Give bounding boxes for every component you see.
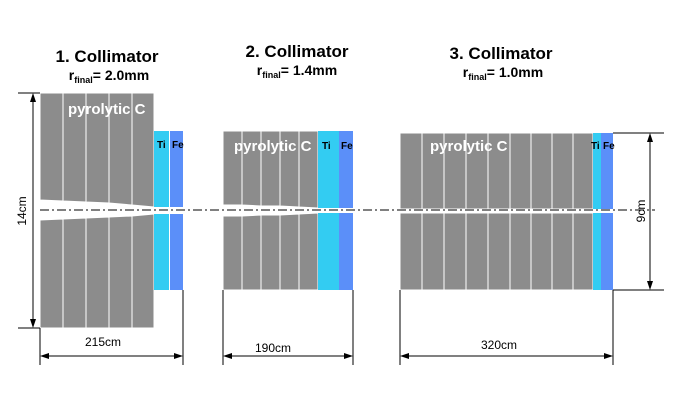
collimator-1-titanium-lower — [154, 214, 169, 290]
collimator-3-fe-label: Fe — [603, 141, 615, 152]
collimator-1-titanium-upper — [154, 131, 169, 207]
collimator-1-radius: rfinal= 2.0mm — [69, 67, 149, 85]
collimator-3-titanium-upper — [593, 133, 601, 209]
collimator-3-titanium-lower — [593, 213, 601, 290]
collimator-2-radius: rfinal= 1.4mm — [257, 62, 337, 80]
length-dimension-3: 320cm — [399, 290, 614, 365]
height-dimension-right: 9cm — [613, 132, 664, 291]
collimator-2-iron-lower — [339, 213, 353, 290]
height-dimension-left: 14cm — [15, 92, 40, 329]
collimator-2-titanium-upper — [318, 131, 339, 208]
length-label-2: 190cm — [255, 341, 291, 355]
collimator-1: 1. Collimator rfinal= 2.0mm pyrolytic C … — [39, 47, 184, 329]
collimator-2-title: 2. Collimator — [246, 42, 349, 61]
collimator-3-material-label: pyrolytic C — [430, 138, 508, 155]
collimator-2-fe-label: Fe — [341, 141, 353, 152]
collimator-3-iron-upper — [601, 133, 613, 209]
collimator-2-ti-label: Ti — [322, 141, 331, 152]
collimator-1-title: 1. Collimator — [56, 47, 159, 66]
collimator-2-material-label: pyrolytic C — [234, 138, 312, 155]
collimator-1-ti-label: Ti — [157, 140, 166, 151]
collimator-1-lower-blocks — [39, 213, 155, 329]
collimator-3-radius: rfinal= 1.0mm — [463, 64, 543, 82]
collimator-1-iron-upper — [170, 131, 183, 207]
collimator-3-iron-lower — [601, 213, 613, 290]
collimator-1-upper-blocks — [39, 92, 155, 208]
collimator-2-lower-blocks — [222, 212, 319, 291]
height-label-left: 14cm — [15, 196, 29, 225]
collimator-3-ti-label: Ti — [591, 141, 600, 152]
collimator-3: 3. Collimator rfinal= 1.0mm — [399, 44, 615, 291]
height-label-right: 9cm — [634, 200, 648, 223]
collimator-2-upper-blocks — [222, 130, 319, 209]
collimator-2-titanium-lower — [318, 213, 339, 290]
collimator-3-upper-blocks — [399, 132, 594, 210]
collimator-3-lower-blocks — [399, 212, 594, 291]
length-dimension-2: 190cm — [222, 290, 354, 365]
collimator-1-fe-label: Fe — [172, 140, 184, 151]
collimator-1-iron-lower — [170, 214, 183, 290]
length-dimension-1: 215cm — [39, 290, 184, 365]
length-label-1: 215cm — [85, 335, 121, 349]
collimator-3-title: 3. Collimator — [450, 44, 553, 63]
length-label-3: 320cm — [481, 338, 517, 352]
collimator-2: 2. Collimator rfinal= 1.4mm pyrolytic C … — [222, 42, 353, 291]
collimator-1-material-label: pyrolytic C — [68, 101, 146, 118]
collimator-2-iron-upper — [339, 131, 353, 208]
